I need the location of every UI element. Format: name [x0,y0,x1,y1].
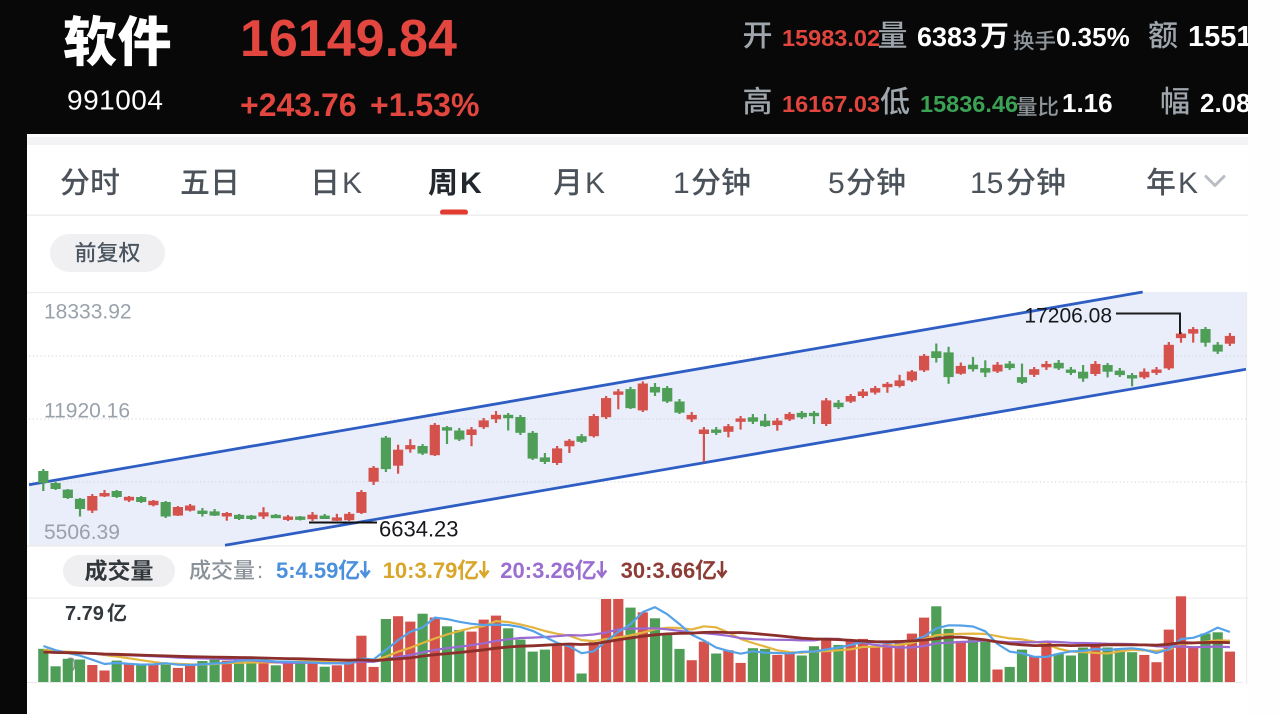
svg-text:1: 1 [673,167,690,200]
svg-text:K: K [342,167,362,200]
svg-text:16167.03: 16167.03 [782,91,880,117]
svg-text:K: K [1178,167,1198,200]
svg-text:18333.92: 18333.92 [44,301,132,324]
svg-text:991004: 991004 [67,85,163,116]
svg-text:5506.39: 5506.39 [44,521,120,544]
svg-text:16149.84: 16149.84 [240,10,457,68]
svg-text:1.16: 1.16 [1062,88,1113,118]
svg-text:+243.76: +243.76 [240,87,357,123]
svg-text:6383: 6383 [917,22,977,52]
svg-text:17206.08: 17206.08 [1024,305,1112,328]
svg-text:K: K [585,167,605,200]
svg-text:15983.02: 15983.02 [782,25,880,51]
svg-text:K: K [460,167,482,200]
svg-text:20:3.26: 20:3.26 [500,558,575,583]
svg-text:5:4.59: 5:4.59 [276,558,338,583]
svg-text:30:3.66: 30:3.66 [621,558,696,583]
svg-text:6634.23: 6634.23 [379,517,459,542]
svg-text::: : [257,558,263,583]
svg-text:+1.53%: +1.53% [370,87,479,123]
svg-text:7.79: 7.79 [65,603,104,625]
svg-text:0.35%: 0.35% [1056,22,1130,52]
svg-text:5: 5 [828,167,845,200]
svg-text:15836.46: 15836.46 [920,91,1018,117]
svg-text:10:3.79: 10:3.79 [383,558,458,583]
svg-text:11920.16: 11920.16 [44,400,130,423]
svg-text:15: 15 [970,167,1003,200]
